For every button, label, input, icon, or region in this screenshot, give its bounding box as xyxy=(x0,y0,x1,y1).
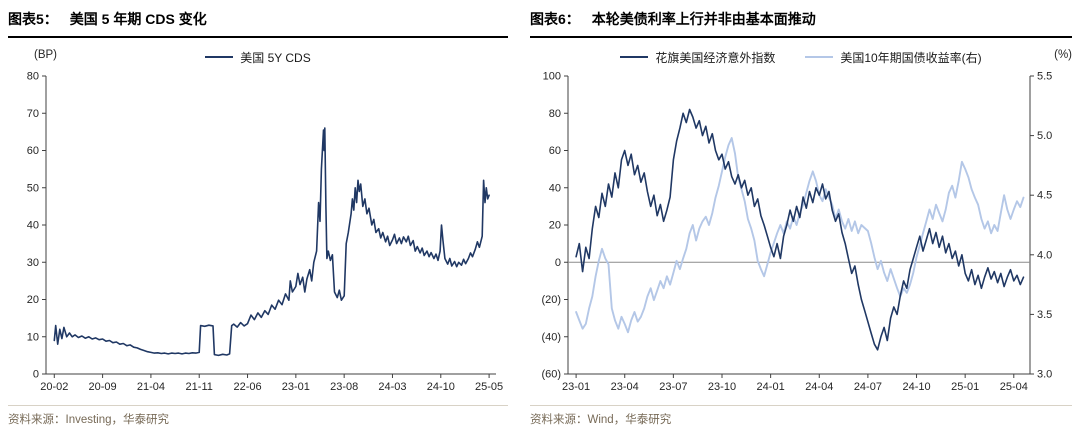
figure6-source: 资料来源：Wind，华泰研究 xyxy=(530,405,1072,427)
legend-label: 美国10年期国债收益率(右) xyxy=(840,50,982,65)
svg-text:23-04: 23-04 xyxy=(611,381,639,393)
svg-text:22-06: 22-06 xyxy=(233,381,261,393)
svg-text:23-07: 23-07 xyxy=(659,381,687,393)
legend-label: 美国 5Y CDS xyxy=(240,50,311,65)
figure5-label: 图表5： xyxy=(8,11,58,27)
svg-text:30: 30 xyxy=(27,257,39,269)
line-swatch-icon xyxy=(205,55,234,59)
chart-svg: 100 80 60 40 20 0 (20) (40) (60) 5.5 5.0 4.5 4.0 3.5 3… xyxy=(541,71,1052,394)
panel-rates: 图表6： 本轮美债利率上行并非由基本面推动 花旗美国经济意外指数 美国10年期国债… xyxy=(530,6,1072,427)
svg-text:25-01: 25-01 xyxy=(951,381,979,393)
figure5-title: 美国 5 年期 CDS 变化 xyxy=(69,11,207,27)
svg-text:80: 80 xyxy=(549,108,561,120)
svg-text:60: 60 xyxy=(549,145,561,157)
rates-chart-canvas: 100 80 60 40 20 0 (20) (40) (60) 5.5 5.0 4.5 4.0 3.5 3… xyxy=(530,68,1072,398)
svg-text:(40): (40) xyxy=(541,331,561,343)
legend-label: 花旗美国经济意外指数 xyxy=(655,50,776,65)
svg-text:(60): (60) xyxy=(541,369,561,381)
svg-text:21-04: 21-04 xyxy=(137,381,165,393)
svg-text:24-01: 24-01 xyxy=(757,381,785,393)
svg-text:(20): (20) xyxy=(541,294,561,306)
source-text: 资料来源：Investing，华泰研究 xyxy=(8,414,170,426)
figure6-label: 图表6： xyxy=(530,11,580,27)
svg-text:80: 80 xyxy=(27,71,39,83)
svg-text:24-10: 24-10 xyxy=(902,381,930,393)
figure5-header: 图表5： 美国 5 年期 CDS 变化 xyxy=(8,6,508,38)
svg-text:20: 20 xyxy=(549,220,561,232)
svg-text:0: 0 xyxy=(555,257,561,269)
svg-text:23-01: 23-01 xyxy=(282,381,310,393)
cds-chart-top-row: (BP) 美国 5Y CDS xyxy=(8,47,508,67)
panel-cds: 图表5： 美国 5 年期 CDS 变化 (BP) 美国 5Y CDS 0 10 20 3… xyxy=(8,6,508,427)
svg-text:3.0: 3.0 xyxy=(1037,369,1052,381)
cds-chart-canvas: 0 10 20 30 40 50 60 70 80 20-02 20-09 21-04 21-11 22-… xyxy=(8,68,508,398)
svg-text:23-01: 23-01 xyxy=(562,381,590,393)
right-axis-unit-label: (%) xyxy=(1054,49,1072,61)
svg-text:5.0: 5.0 xyxy=(1037,130,1052,142)
svg-text:100: 100 xyxy=(543,71,561,83)
svg-text:24-03: 24-03 xyxy=(378,381,406,393)
legend-item-citi-surprise-index: 花旗美国经济意外指数 xyxy=(620,49,775,66)
line-swatch-icon xyxy=(805,55,834,59)
rates-legend: 花旗美国经济意外指数 美国10年期国债收益率(右) xyxy=(530,47,1072,67)
svg-text:10: 10 xyxy=(27,331,39,343)
figure6-header: 图表6： 本轮美债利率上行并非由基本面推动 xyxy=(530,6,1072,38)
report-charts-page: 图表5： 美国 5 年期 CDS 变化 (BP) 美国 5Y CDS 0 10 20 3… xyxy=(8,6,1072,427)
svg-text:23-10: 23-10 xyxy=(708,381,736,393)
svg-text:24-04: 24-04 xyxy=(805,381,833,393)
svg-text:3.5: 3.5 xyxy=(1037,309,1052,321)
svg-text:24-10: 24-10 xyxy=(427,381,455,393)
svg-text:25-04: 25-04 xyxy=(1000,381,1028,393)
legend-item-us-5y-cds: 美国 5Y CDS xyxy=(205,49,311,66)
left-axis-unit-label: (BP) xyxy=(34,49,57,61)
figure6-title: 本轮美债利率上行并非由基本面推动 xyxy=(591,11,816,27)
svg-text:20-02: 20-02 xyxy=(40,381,68,393)
svg-text:60: 60 xyxy=(27,145,39,157)
svg-text:4.5: 4.5 xyxy=(1037,190,1052,202)
svg-text:21-11: 21-11 xyxy=(186,381,213,393)
source-text: 资料来源：Wind，华泰研究 xyxy=(530,414,672,426)
svg-text:0: 0 xyxy=(33,369,39,381)
svg-text:25-05: 25-05 xyxy=(475,381,503,393)
legend-item-us-10y-yield: 美国10年期国债收益率(右) xyxy=(805,49,982,66)
svg-text:4.0: 4.0 xyxy=(1037,249,1052,261)
svg-text:40: 40 xyxy=(27,220,39,232)
rates-chart-top-row: 花旗美国经济意外指数 美国10年期国债收益率(右) (%) xyxy=(530,47,1072,67)
svg-text:20: 20 xyxy=(27,294,39,306)
svg-text:23-08: 23-08 xyxy=(330,381,358,393)
chart-svg: 0 10 20 30 40 50 60 70 80 20-02 20-09 21-04 21-11 22-… xyxy=(27,71,503,394)
svg-text:20-09: 20-09 xyxy=(89,381,117,393)
line-swatch-icon xyxy=(620,55,649,59)
figure5-source: 资料来源：Investing，华泰研究 xyxy=(8,405,508,427)
cds-legend: 美国 5Y CDS xyxy=(8,47,508,67)
svg-text:5.5: 5.5 xyxy=(1037,71,1052,83)
svg-text:40: 40 xyxy=(549,182,561,194)
svg-text:70: 70 xyxy=(27,108,39,120)
svg-text:50: 50 xyxy=(27,182,39,194)
svg-text:24-07: 24-07 xyxy=(854,381,882,393)
